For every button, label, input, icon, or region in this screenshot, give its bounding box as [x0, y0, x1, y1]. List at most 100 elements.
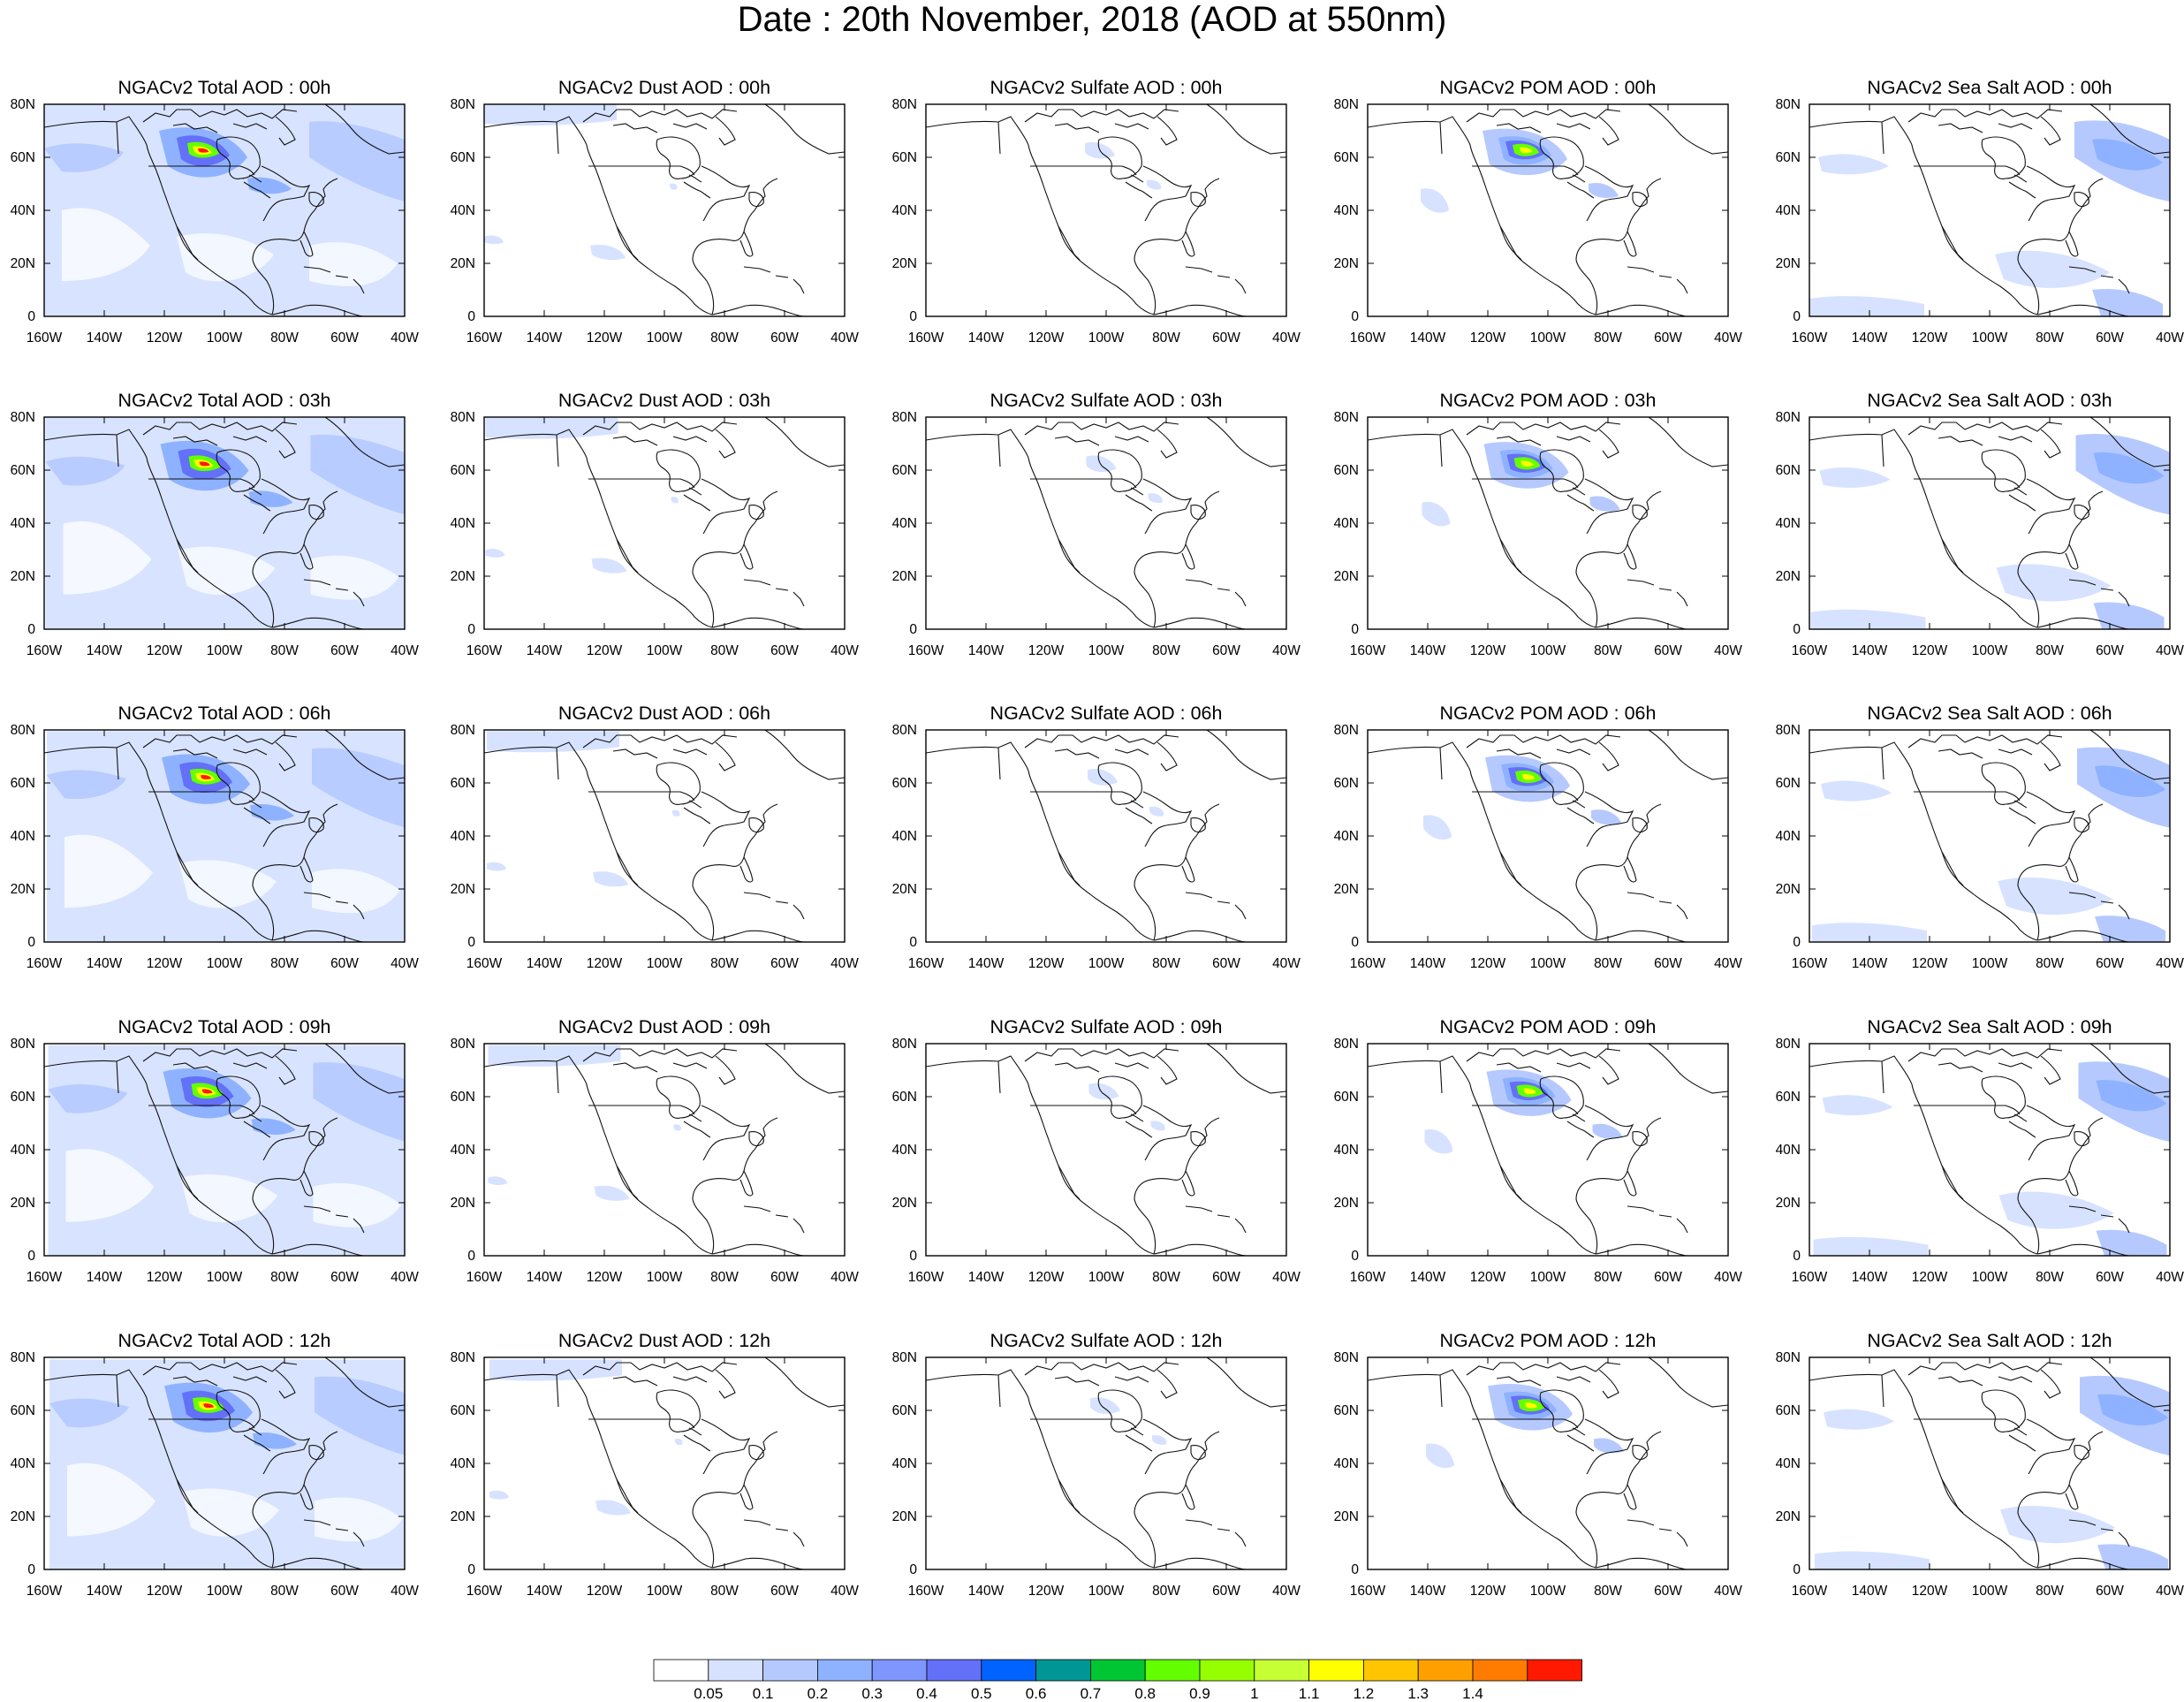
x-tick-label: 120W	[147, 331, 183, 346]
y-tick-label: 40N	[11, 829, 35, 844]
x-tick-label: 40W	[1272, 956, 1301, 971]
x-tick-label: 60W	[1654, 956, 1682, 971]
y-tick-label: 20N	[11, 1196, 35, 1211]
panel-title: NGACv2 Sea Salt AOD : 06h	[1867, 703, 2112, 724]
panel-title: NGACv2 Sea Salt AOD : 12h	[1867, 1330, 2112, 1351]
panel-title: NGACv2 Total AOD : 03h	[118, 390, 331, 411]
y-tick-label: 0	[27, 309, 35, 324]
map-panel-seasalt-09h: NGACv2 Sea Salt AOD : 09h 160W 140W 120W 100…	[1776, 1016, 2184, 1285]
panel-title: NGACv2 Dust AOD : 03h	[558, 390, 770, 411]
aod-field	[1813, 1061, 2170, 1256]
x-tick-label: 120W	[587, 643, 623, 658]
colorbar-label: 0.05	[694, 1685, 723, 1702]
y-tick-label: 0	[1793, 1562, 1801, 1577]
map-panel-sulfate-09h: NGACv2 Sulfate AOD : 09h 160W 140W 120W 100W…	[892, 1016, 1301, 1285]
x-tick-label: 60W	[770, 331, 799, 346]
x-tick-label: 80W	[1152, 331, 1180, 346]
y-tick-label: 60N	[892, 150, 917, 165]
x-tick-label: 40W	[1272, 1270, 1301, 1285]
panel-title: NGACv2 POM AOD : 06h	[1440, 703, 1657, 724]
x-tick-label: 120W	[1470, 1584, 1506, 1599]
y-tick-label: 0	[27, 1562, 35, 1577]
coastline	[926, 417, 1286, 629]
x-tick-label: 80W	[1152, 643, 1180, 658]
colorbar-swatch	[817, 1659, 873, 1682]
y-tick-label: 60N	[11, 1090, 35, 1105]
plot-frame	[483, 729, 846, 943]
map-panel-pom-12h: NGACv2 POM AOD : 12h 160W 140W 120W 100W 80W 6…	[1334, 1330, 1743, 1599]
x-tick-label: 120W	[147, 956, 183, 971]
y-tick-label: 60N	[451, 463, 475, 478]
aod-field	[1426, 1383, 1624, 1469]
x-tick-label: 80W	[270, 331, 299, 346]
coastline	[1368, 417, 1728, 629]
coastline	[484, 104, 845, 316]
x-tick-label: 140W	[87, 956, 123, 971]
aod-field	[1812, 747, 2170, 942]
x-tick-label: 60W	[770, 643, 799, 658]
y-tick-label: 20N	[892, 882, 917, 897]
y-tick-label: 0	[909, 935, 917, 950]
panel-title: NGACv2 Sulfate AOD : 09h	[990, 1016, 1223, 1037]
x-tick-label: 80W	[270, 1270, 299, 1285]
coastline	[1368, 104, 1728, 316]
y-tick-label: 0	[467, 935, 475, 950]
x-tick-label: 60W	[1212, 1270, 1240, 1285]
x-tick-label: 100W	[1972, 1270, 2008, 1285]
x-tick-label: 40W	[1272, 1584, 1301, 1599]
x-tick-label: 100W	[1530, 1270, 1566, 1285]
y-tick-label: 80N	[1776, 1037, 1801, 1052]
x-tick-label: 60W	[2096, 643, 2124, 658]
y-tick-label: 60N	[1776, 776, 1801, 791]
y-tick-label: 40N	[892, 516, 917, 531]
x-tick-label: 60W	[770, 1270, 799, 1285]
x-tick-label: 40W	[830, 1584, 859, 1599]
y-tick-label: 40N	[11, 1456, 35, 1471]
aod-field	[49, 1359, 405, 1569]
x-tick-label: 100W	[1530, 956, 1566, 971]
x-tick-label: 140W	[1852, 331, 1888, 346]
x-tick-label: 140W	[87, 1270, 123, 1285]
panel-title: NGACv2 Sulfate AOD : 06h	[990, 703, 1223, 724]
x-tick-label: 160W	[908, 956, 944, 971]
y-tick-label: 60N	[451, 1090, 475, 1105]
aod-field	[487, 731, 680, 887]
y-tick-label: 40N	[451, 1456, 475, 1471]
aod-field	[1424, 1069, 1623, 1154]
y-tick-label: 0	[467, 1249, 475, 1264]
x-tick-label: 40W	[1714, 1584, 1742, 1599]
map-grid: NGACv2 Total AOD : 00h 160W 140W 120W 100W 80…	[11, 77, 2184, 1599]
y-tick-label: 40N	[892, 203, 917, 218]
plot-frame	[483, 1356, 846, 1570]
x-tick-label: 60W	[1654, 1584, 1682, 1599]
x-tick-label: 80W	[2036, 331, 2064, 346]
plot-frame	[1367, 1356, 1729, 1570]
colorbar-swatch	[653, 1659, 709, 1682]
x-tick-label: 60W	[1212, 643, 1240, 658]
x-tick-label: 80W	[710, 956, 739, 971]
x-tick-label: 140W	[968, 331, 1005, 346]
x-tick-label: 40W	[1714, 643, 1742, 658]
y-tick-label: 80N	[1334, 723, 1359, 738]
x-tick-label: 100W	[1972, 331, 2008, 346]
x-tick-label: 100W	[647, 956, 683, 971]
y-tick-label: 0	[1351, 309, 1359, 324]
x-tick-label: 140W	[968, 643, 1005, 658]
panel-title: NGACv2 Dust AOD : 12h	[558, 1330, 770, 1351]
x-tick-label: 60W	[2096, 1270, 2124, 1285]
map-panel-sulfate-06h: NGACv2 Sulfate AOD : 06h 160W 140W 120W 100W…	[892, 703, 1301, 971]
x-tick-label: 100W	[1088, 331, 1125, 346]
x-tick-label: 140W	[968, 1270, 1005, 1285]
x-tick-label: 160W	[908, 1584, 944, 1599]
x-tick-label: 160W	[1350, 956, 1386, 971]
y-tick-label: 0	[1793, 935, 1801, 950]
x-tick-label: 80W	[710, 1584, 739, 1599]
y-tick-label: 0	[1351, 1562, 1359, 1577]
y-tick-label: 0	[27, 935, 35, 950]
x-tick-label: 40W	[2156, 331, 2184, 346]
y-tick-label: 60N	[892, 1403, 917, 1418]
panel-title: NGACv2 Dust AOD : 00h	[558, 77, 770, 98]
x-tick-label: 140W	[527, 643, 563, 658]
plot-frame	[925, 1356, 1287, 1570]
plot-frame	[925, 729, 1287, 943]
